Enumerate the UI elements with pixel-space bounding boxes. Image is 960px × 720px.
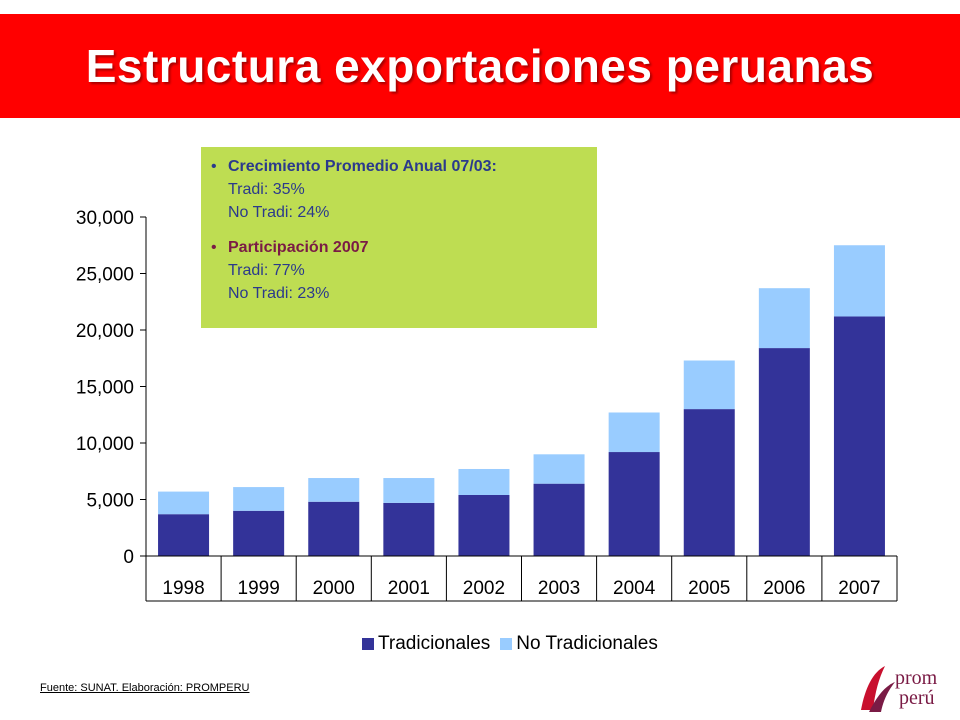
- bar-no-tradicionales-2000: [308, 478, 360, 502]
- bar-tradicionales-2005: [683, 409, 735, 556]
- y-tick-label: 15,000: [76, 378, 134, 399]
- growth-tradicional: Tradi: 35%: [228, 181, 305, 198]
- y-tick-label: 20,000: [76, 321, 134, 342]
- x-tick-label: 2002: [463, 578, 505, 599]
- logo-text-prom: prom: [895, 667, 938, 689]
- page-title: Estructura exportaciones peruanas: [85, 40, 875, 92]
- share-no-tradicional: No Tradi: 23%: [228, 285, 330, 302]
- bar-tradicionales-1998: [158, 514, 210, 556]
- x-tick-label: 1999: [238, 578, 280, 599]
- y-tick-label: 5,000: [86, 491, 134, 512]
- x-tick-label: 2004: [613, 578, 656, 599]
- growth-item: • Crecimiento Promedio Anual 07/03: Trad…: [211, 155, 597, 224]
- bullet-icon: •: [211, 239, 217, 256]
- bar-tradicionales-2001: [383, 502, 435, 556]
- y-tick-label: 25,000: [76, 265, 134, 286]
- bar-no-tradicionales-2002: [458, 468, 510, 495]
- x-tick-label: 2001: [388, 578, 430, 599]
- bar-tradicionales-2004: [608, 452, 660, 556]
- share-tradicional: Tradi: 77%: [228, 262, 305, 279]
- promperu-logo: prom perú: [861, 666, 938, 712]
- x-tick-label: 2006: [763, 578, 805, 599]
- y-tick-label: 0: [123, 547, 134, 568]
- bar-no-tradicionales-2001: [383, 478, 435, 503]
- bar-tradicionales-1999: [233, 510, 285, 556]
- summary-callout: • Crecimiento Promedio Anual 07/03: Trad…: [201, 147, 597, 328]
- bullet-icon: •: [211, 158, 217, 175]
- bar-tradicionales-2003: [533, 483, 585, 556]
- legend-label-tradicionales: Tradicionales: [378, 633, 491, 654]
- bar-no-tradicionales-1998: [158, 491, 210, 515]
- bar-no-tradicionales-2007: [833, 245, 885, 317]
- growth-heading: Crecimiento Promedio Anual 07/03:: [228, 158, 497, 175]
- growth-no-tradicional: No Tradi: 24%: [228, 204, 330, 221]
- bar-no-tradicionales-2003: [533, 454, 585, 484]
- logo-text-peru: perú: [899, 687, 935, 709]
- bar-tradicionales-2002: [458, 494, 510, 556]
- chart-legend: Tradicionales No Tradicionales: [362, 633, 668, 655]
- logo-swoosh-icon: [869, 682, 895, 712]
- x-tick-label: 1998: [162, 578, 204, 599]
- share-heading: Participación 2007: [228, 239, 369, 256]
- bar-tradicionales-2000: [308, 501, 360, 556]
- share-item: • Participación 2007 Tradi: 77% No Tradi…: [211, 236, 597, 305]
- legend-swatch-no-tradicionales: [500, 638, 513, 650]
- logo-swoosh-icon: [861, 666, 885, 710]
- bar-no-tradicionales-1999: [233, 487, 285, 511]
- x-tick-label: 2005: [688, 578, 730, 599]
- y-tick-label: 30,000: [76, 208, 134, 229]
- source-note: Fuente: SUNAT. Elaboración: PROMPERU: [40, 682, 250, 694]
- x-tick-label: 2000: [313, 578, 355, 599]
- legend-label-no-tradicionales: No Tradicionales: [516, 633, 658, 654]
- legend-swatch-tradicionales: [362, 638, 374, 650]
- bar-no-tradicionales-2005: [683, 360, 735, 410]
- x-tick-label: 2007: [838, 578, 880, 599]
- bar-no-tradicionales-2006: [758, 288, 810, 349]
- bar-no-tradicionales-2004: [608, 412, 660, 453]
- x-tick-label: 2003: [538, 578, 580, 599]
- title-banner: Estructura exportaciones peruanas: [0, 14, 960, 118]
- legend-entry-no-tradicionales: No Tradicionales: [500, 633, 658, 655]
- legend-entry-tradicionales: Tradicionales: [362, 633, 490, 655]
- bar-tradicionales-2006: [758, 348, 810, 556]
- bar-tradicionales-2007: [833, 316, 885, 556]
- y-tick-label: 10,000: [76, 434, 134, 455]
